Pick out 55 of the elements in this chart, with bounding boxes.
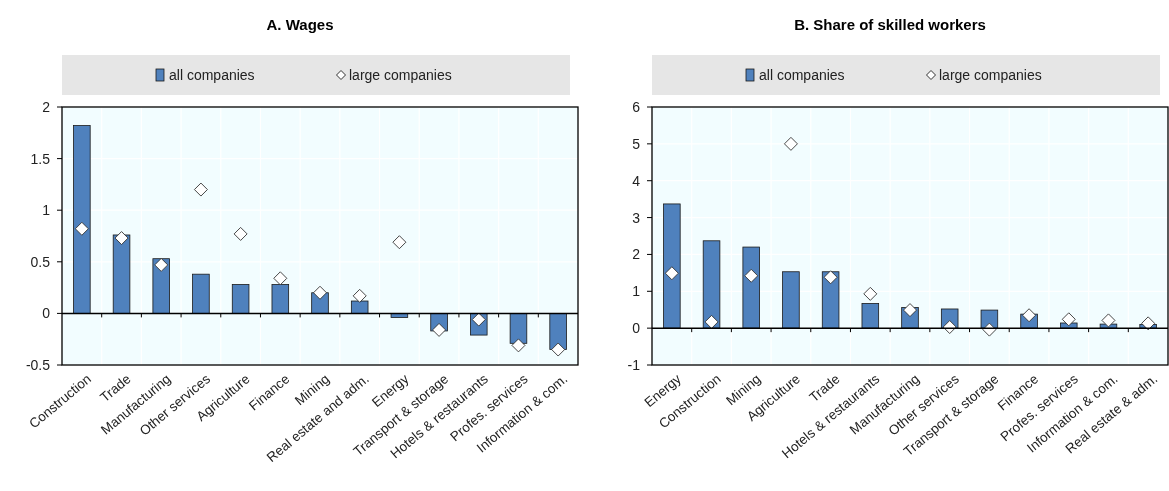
point <box>823 270 838 285</box>
y-tick-label: 2 <box>632 246 641 263</box>
y-tick-label: 0.5 <box>30 253 51 270</box>
point <box>744 268 759 283</box>
chart-title: A. Wages <box>266 16 334 33</box>
legend-label: large companies <box>939 67 1042 83</box>
y-tick-label: 3 <box>632 209 641 226</box>
legend-label: all companies <box>169 67 255 83</box>
bar <box>231 284 250 314</box>
point <box>863 286 878 301</box>
y-tick-label: -0.5 <box>25 357 51 373</box>
y-tick-label: 0 <box>632 320 641 337</box>
bar <box>112 234 131 314</box>
point <box>511 338 526 353</box>
point <box>704 314 719 329</box>
point <box>1141 316 1156 331</box>
bar <box>702 240 721 329</box>
point <box>74 221 89 236</box>
bar <box>861 303 880 329</box>
y-tick-label: -1 <box>627 357 641 373</box>
bar <box>73 125 91 314</box>
point <box>664 266 679 281</box>
point <box>783 136 798 151</box>
point <box>114 231 129 246</box>
y-tick-label: 1 <box>632 283 641 300</box>
point <box>233 226 248 241</box>
point <box>392 235 407 250</box>
y-tick-label: 6 <box>632 99 641 115</box>
chart-title: B. Share of skilled workers <box>794 16 986 33</box>
bar <box>192 273 210 314</box>
y-tick-label: 2 <box>42 99 51 115</box>
point <box>154 257 169 272</box>
bar <box>509 313 528 344</box>
point <box>352 288 367 303</box>
legend-label: all companies <box>759 67 845 83</box>
bar <box>271 284 290 314</box>
legend-label: large companies <box>349 67 452 83</box>
point <box>1022 308 1037 323</box>
point <box>193 182 208 197</box>
y-tick-label: 5 <box>632 135 641 152</box>
y-tick-label: 4 <box>632 172 641 189</box>
bar <box>663 203 681 329</box>
y-tick-label: 1 <box>42 202 51 219</box>
point <box>1061 312 1076 327</box>
point <box>432 322 447 337</box>
y-tick-label: 0 <box>42 305 51 322</box>
bar <box>782 271 800 329</box>
point <box>273 271 288 286</box>
bar <box>742 246 760 329</box>
point <box>551 342 566 357</box>
point <box>1101 313 1116 328</box>
y-tick-label: 1.5 <box>30 150 51 167</box>
bar <box>980 309 999 329</box>
bar <box>350 300 369 314</box>
point <box>313 285 327 300</box>
